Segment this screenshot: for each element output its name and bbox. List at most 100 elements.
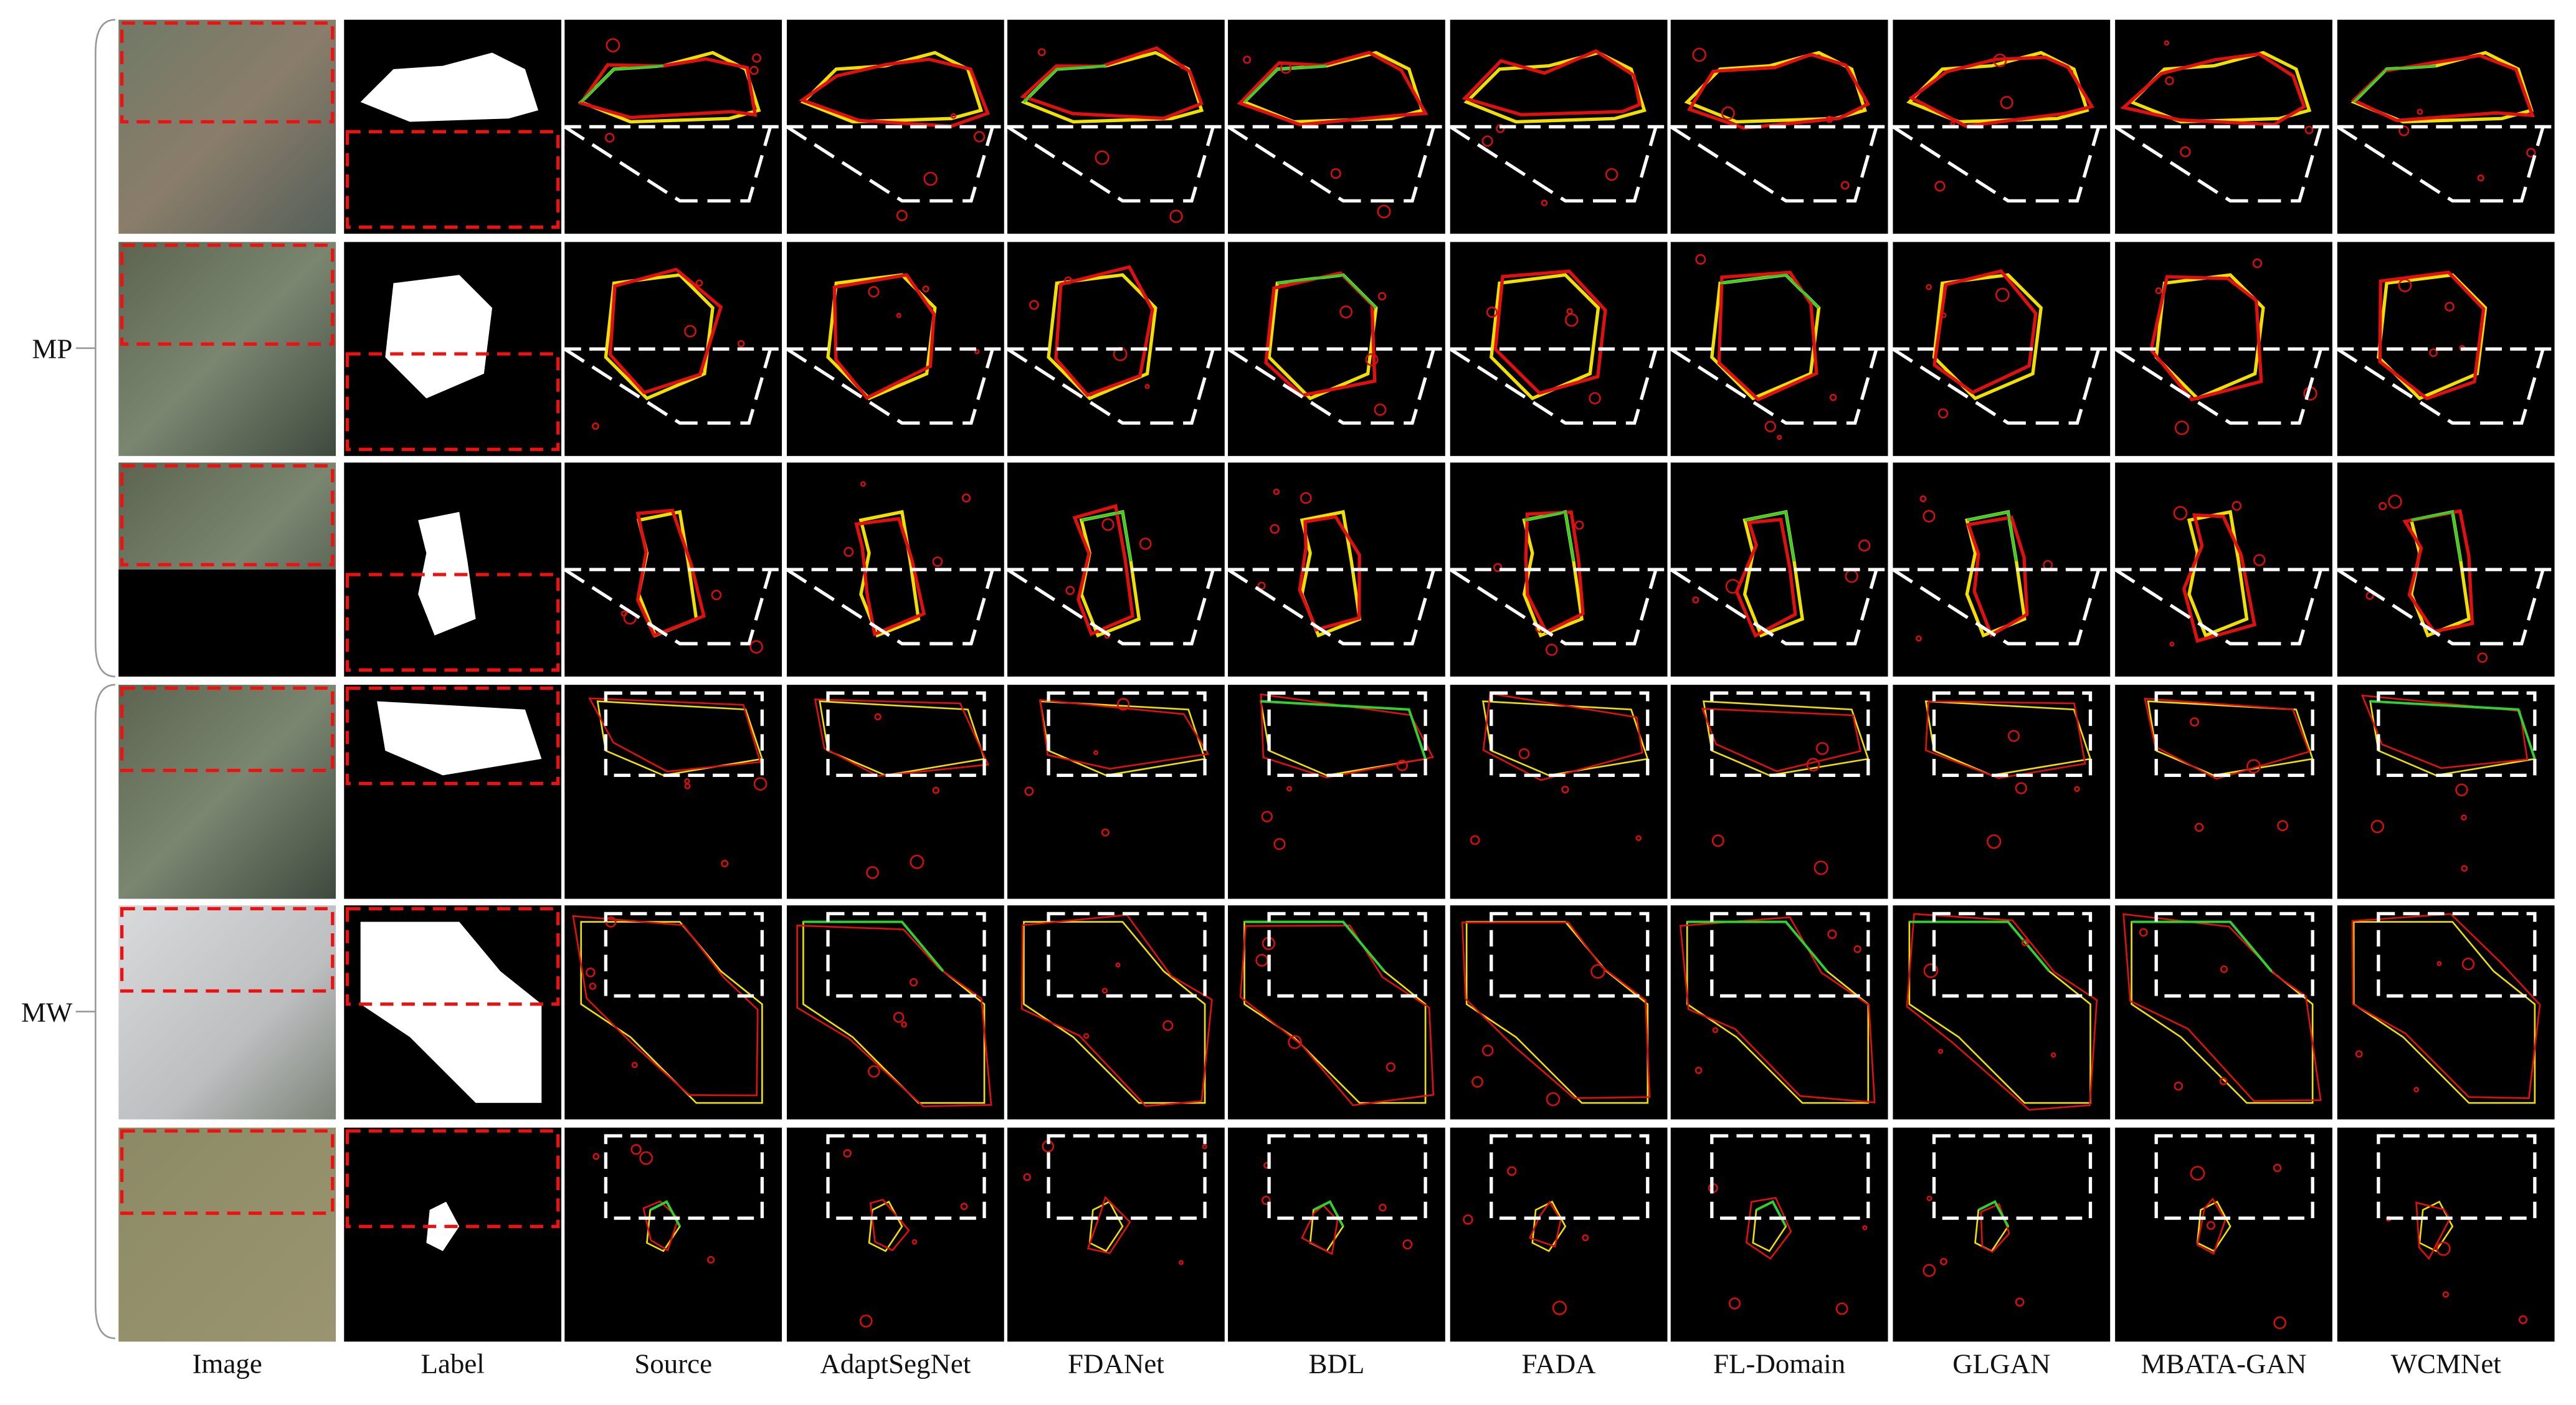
error-outline — [1072, 503, 1134, 636]
noise — [874, 713, 882, 721]
noise — [1169, 209, 1183, 223]
aerial-image — [118, 685, 336, 899]
noise — [631, 1062, 638, 1069]
noise — [1995, 287, 2010, 302]
noise — [2050, 1052, 2056, 1058]
zoom-lines — [1892, 347, 2101, 425]
tile — [1228, 1127, 1445, 1342]
noise — [1993, 53, 2007, 68]
noise — [1829, 394, 1837, 401]
tile — [1227, 462, 1445, 677]
error-outline — [869, 1199, 910, 1252]
error-outline — [1679, 916, 1876, 1103]
tile — [1893, 905, 2111, 1120]
tile — [1893, 685, 2111, 899]
noise — [1374, 403, 1387, 416]
error-outline — [1966, 515, 2029, 637]
tile — [1892, 19, 2111, 234]
correct-outline — [1243, 64, 1327, 103]
error-outline — [1524, 510, 1585, 634]
noise — [950, 113, 957, 119]
noise — [721, 859, 729, 868]
noise — [1261, 1196, 1271, 1205]
error-outline — [1686, 52, 1871, 130]
tile-bg — [1670, 1127, 1888, 1342]
noise — [2370, 819, 2384, 834]
zoom-lines — [1006, 568, 1215, 645]
noise — [2273, 1163, 2282, 1173]
zoom-panel — [118, 569, 336, 677]
zoom-box — [120, 21, 335, 124]
error-outline — [1039, 698, 1210, 770]
error-outline — [1493, 269, 1607, 395]
noise — [901, 1021, 908, 1028]
noise — [1566, 308, 1573, 315]
group-bracket — [95, 683, 116, 1340]
noise — [2173, 506, 2188, 520]
noise — [1144, 384, 1150, 389]
noise — [974, 349, 980, 355]
noise — [1481, 135, 1493, 147]
prediction-outline — [1300, 510, 1362, 638]
column-label: WCMNet — [2391, 1348, 2502, 1379]
zoom-lines — [2114, 125, 2322, 202]
noise — [2206, 1221, 2216, 1230]
noise — [1493, 563, 1503, 573]
error-outline — [608, 267, 723, 395]
prediction-outline — [1023, 921, 1206, 1104]
noise — [1725, 579, 1741, 594]
noise — [2252, 258, 2263, 269]
noise — [1815, 741, 1829, 755]
noise — [911, 1239, 918, 1245]
column-label: BDL — [1309, 1348, 1365, 1379]
correct-outline — [1687, 920, 1828, 973]
label-mask — [418, 512, 476, 636]
noise — [749, 640, 763, 654]
tile-bg — [2115, 905, 2332, 1120]
noise — [1926, 283, 1932, 290]
noise — [843, 1149, 852, 1158]
tile-bg — [786, 905, 1004, 1120]
zoom-box — [345, 573, 560, 672]
group-label: MW — [21, 996, 73, 1027]
noise — [2190, 717, 2200, 727]
tile — [2114, 242, 2332, 456]
noise — [893, 1011, 905, 1023]
noise — [1339, 305, 1353, 319]
tile — [2337, 685, 2555, 899]
tile — [2336, 242, 2555, 456]
noise — [932, 556, 943, 567]
noise — [592, 1153, 600, 1160]
noise — [1101, 988, 1108, 994]
tile — [344, 685, 562, 899]
zoom-box — [826, 691, 986, 778]
noise — [1024, 786, 1034, 796]
noise — [1695, 254, 1706, 265]
noise — [1987, 834, 2002, 849]
zoom-box — [1267, 691, 1427, 778]
zoom-box — [120, 464, 335, 566]
aerial-image — [118, 1127, 336, 1342]
correct-outline — [1524, 510, 1575, 562]
tile — [1449, 242, 1668, 456]
correct-outline — [1023, 64, 1106, 103]
error-outline — [1260, 693, 1435, 779]
prediction-outline — [604, 273, 715, 401]
noise — [1840, 181, 1850, 190]
noise — [1541, 199, 1548, 206]
noise — [2220, 965, 2228, 973]
tile — [1670, 685, 1888, 899]
noise — [1115, 962, 1121, 968]
noise — [1712, 1027, 1719, 1034]
tile — [1007, 685, 1225, 899]
error-outline — [1264, 271, 1377, 398]
noise — [844, 546, 854, 557]
tile — [118, 462, 336, 677]
tile — [564, 685, 782, 899]
tile — [786, 19, 1004, 234]
error-outline — [2122, 913, 2322, 1102]
noise — [2164, 40, 2170, 46]
noise — [2000, 96, 2013, 110]
noise — [1365, 353, 1379, 366]
noise — [1243, 55, 1252, 64]
